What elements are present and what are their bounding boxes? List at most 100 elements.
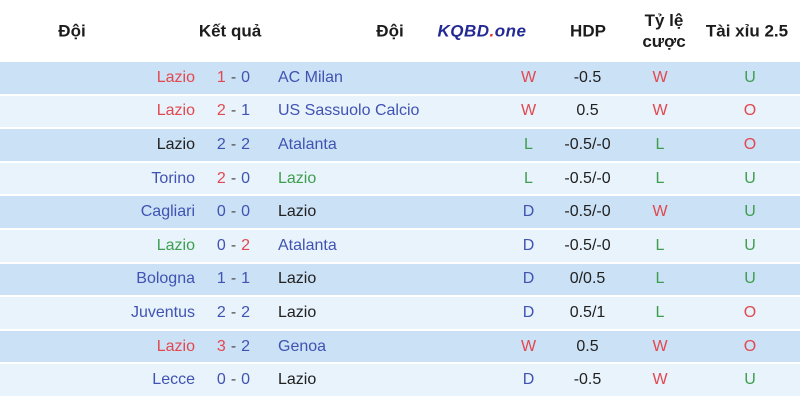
score-dash: - <box>230 203 237 221</box>
away-score: 2 <box>241 337 251 355</box>
match-score: 2-2 <box>195 136 272 154</box>
home-score: 2 <box>216 135 226 153</box>
odds-result: L <box>655 303 665 321</box>
over-under-result: U <box>744 236 756 254</box>
match-score: 0-2 <box>195 237 272 255</box>
match-score: 0-0 <box>195 371 272 389</box>
header-odds-line1: Tỷ lệ <box>644 10 684 30</box>
hdp-line: 0.5 <box>576 102 599 120</box>
match-score: 1-1 <box>195 270 272 288</box>
odds-result: L <box>655 236 665 254</box>
home-team: Lazio <box>156 135 195 153</box>
over-under-result: O <box>743 102 757 120</box>
away-score: 1 <box>241 270 251 288</box>
score-dash: - <box>230 102 237 120</box>
kqbd-one-logo[interactable]: KQBD.one <box>437 20 526 41</box>
hdp-line: 0.5/1 <box>569 303 606 321</box>
away-team: Genoa <box>278 337 327 355</box>
away-team: Lazio <box>278 371 317 389</box>
header-home-team: Đội <box>58 21 86 41</box>
table-row: Juventus 2-2 Lazio D 0.5/1 L O <box>0 297 800 329</box>
score-dash: - <box>230 68 237 86</box>
home-team: Lazio <box>156 236 195 254</box>
hdp-result: D <box>522 371 535 389</box>
score-dash: - <box>230 303 237 321</box>
over-under-result: O <box>743 303 757 321</box>
away-team: US Sassuolo Calcio <box>278 102 420 120</box>
odds-result: W <box>652 68 668 86</box>
away-score: 0 <box>241 169 251 187</box>
home-score: 0 <box>216 203 226 221</box>
header-odds: Tỷ lệ cược <box>642 10 685 53</box>
home-team: Lazio <box>156 337 195 355</box>
logo-dot: . <box>489 21 495 41</box>
hdp-line: -0.5 <box>573 371 602 389</box>
match-score: 3-2 <box>195 338 272 356</box>
home-team: Lazio <box>156 68 195 86</box>
over-under-result: O <box>743 135 757 153</box>
home-score: 0 <box>216 236 226 254</box>
away-score: 0 <box>241 203 251 221</box>
home-score: 3 <box>216 337 226 355</box>
odds-result: W <box>652 203 668 221</box>
header-hdp: HDP <box>570 21 606 41</box>
score-dash: - <box>230 270 237 288</box>
hdp-result: W <box>520 102 537 120</box>
away-score: 2 <box>241 303 251 321</box>
over-under-result: U <box>744 371 756 389</box>
table-row: Torino 2-0 Lazio L -0.5/-0 L U <box>0 162 800 195</box>
away-score: 2 <box>241 135 251 153</box>
away-team: AC Milan <box>278 68 343 86</box>
away-score: 0 <box>241 371 251 389</box>
over-under-result: U <box>744 68 756 86</box>
header-away-team: Đội <box>376 21 404 41</box>
score-dash: - <box>230 236 237 254</box>
odds-result: W <box>652 102 668 120</box>
odds-result: L <box>655 135 665 153</box>
logo-text-main: KQBD <box>437 21 490 41</box>
hdp-line: 0.5 <box>576 337 599 355</box>
home-team: Bologna <box>136 270 195 288</box>
away-score: 0 <box>241 68 251 86</box>
hdp-line: 0/0.5 <box>569 270 606 288</box>
score-dash: - <box>230 371 237 389</box>
over-under-result: U <box>744 169 756 187</box>
hdp-result: L <box>524 169 533 187</box>
table-row: Lazio 1-0 AC Milan W -0.5 W U <box>0 62 800 94</box>
table-row: Bologna 1-1 Lazio D 0/0.5 L U <box>0 263 800 296</box>
hdp-line: -0.5/-0 <box>564 236 611 254</box>
over-under-result: U <box>744 270 756 288</box>
odds-result: L <box>655 169 665 187</box>
hdp-result: W <box>520 68 537 86</box>
hdp-result: L <box>524 135 533 153</box>
home-team: Torino <box>151 169 195 187</box>
home-team: Juventus <box>130 303 195 321</box>
hdp-result: D <box>522 203 535 221</box>
hdp-line: -0.5/-0 <box>564 135 611 153</box>
table-row: Lazio 3-2 Genoa W 0.5 W O <box>0 330 800 363</box>
hdp-result: D <box>522 236 535 254</box>
table-row: Lazio 2-1 US Sassuolo Calcio W 0.5 W O <box>0 95 800 128</box>
table-row: Cagliari 0-0 Lazio D -0.5/-0 W U <box>0 196 800 228</box>
over-under-result: O <box>743 337 757 355</box>
table-row: Lecce 0-0 Lazio D -0.5 W U <box>0 364 800 396</box>
home-score: 2 <box>216 102 226 120</box>
table-row: Lazio 2-2 Atalanta L -0.5/-0 L O <box>0 129 800 161</box>
home-score: 2 <box>216 303 226 321</box>
away-team: Atalanta <box>278 236 337 254</box>
hdp-line: -0.5/-0 <box>564 203 611 221</box>
match-score: 0-0 <box>195 203 272 221</box>
table-row: Lazio 0-2 Atalanta D -0.5/-0 L U <box>0 229 800 262</box>
match-score: 2-1 <box>195 102 272 120</box>
hdp-line: -0.5/-0 <box>564 169 611 187</box>
home-score: 1 <box>216 68 226 86</box>
score-dash: - <box>230 135 237 153</box>
header-over-under: Tài xỉu 2.5 <box>705 21 789 41</box>
match-score: 1-0 <box>195 69 272 87</box>
hdp-result: D <box>522 270 535 288</box>
over-under-result: U <box>744 203 756 221</box>
home-score: 1 <box>216 270 226 288</box>
home-score: 0 <box>216 371 226 389</box>
hdp-line: -0.5 <box>573 68 602 86</box>
